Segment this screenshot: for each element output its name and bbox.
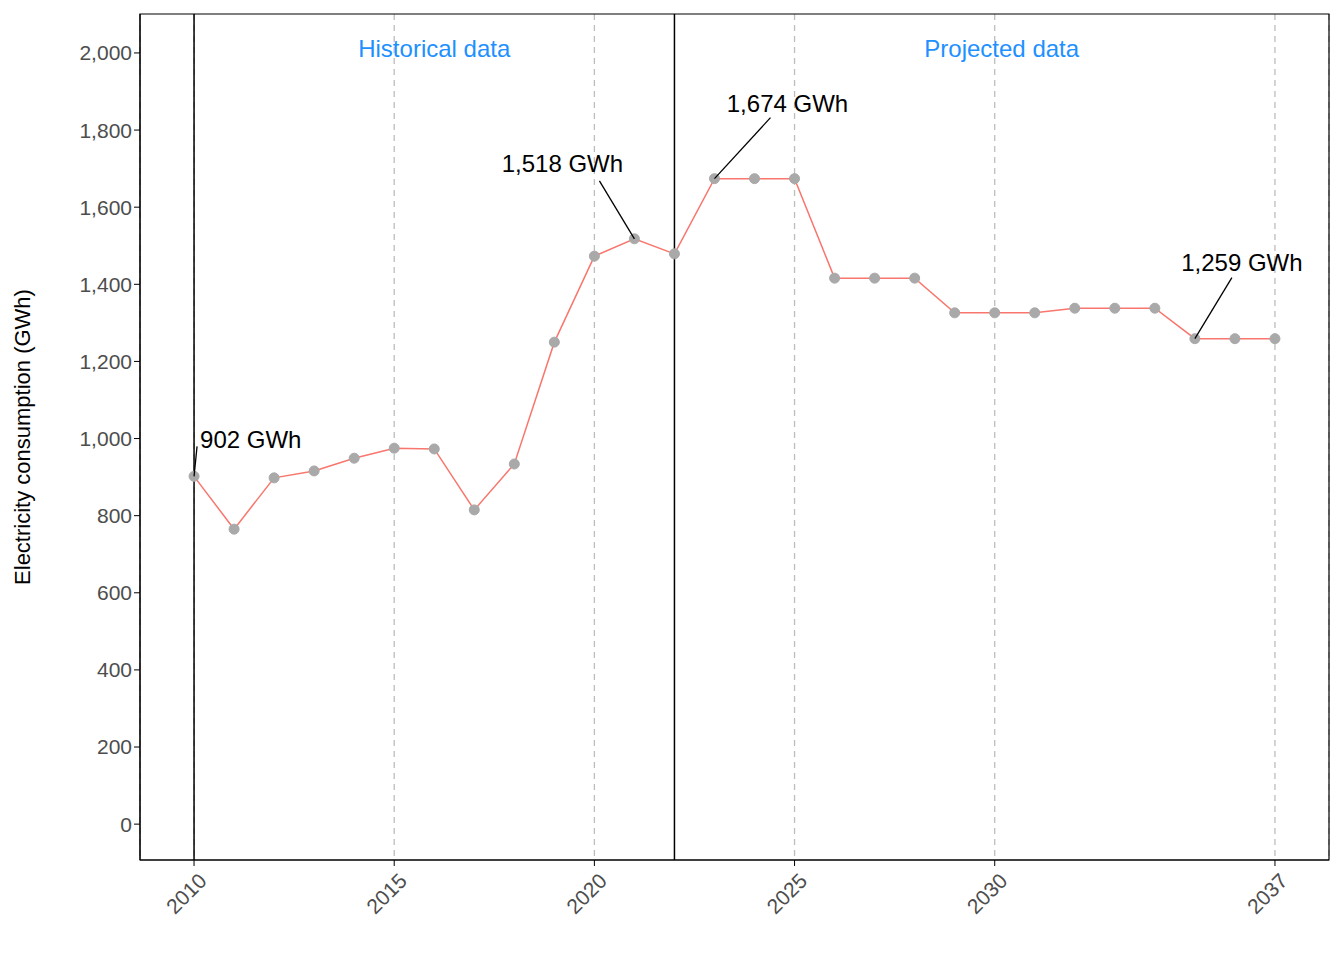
svg-text:1,200: 1,200	[79, 350, 132, 373]
svg-text:0: 0	[120, 813, 132, 836]
svg-text:1,674 GWh: 1,674 GWh	[727, 90, 848, 117]
svg-text:2020: 2020	[562, 869, 611, 918]
svg-text:200: 200	[97, 735, 132, 758]
svg-text:2030: 2030	[962, 869, 1011, 918]
svg-text:1,518 GWh: 1,518 GWh	[502, 150, 623, 177]
svg-text:1,000: 1,000	[79, 427, 132, 450]
svg-text:2,000: 2,000	[79, 41, 132, 64]
svg-text:1,259 GWh: 1,259 GWh	[1181, 249, 1302, 276]
svg-text:1,800: 1,800	[79, 119, 132, 142]
svg-text:2037: 2037	[1242, 869, 1291, 918]
svg-text:Historical data: Historical data	[358, 35, 511, 62]
svg-text:Electricity consumption (GWh): Electricity consumption (GWh)	[10, 289, 35, 585]
svg-text:2015: 2015	[362, 869, 411, 918]
svg-text:1,600: 1,600	[79, 196, 132, 219]
svg-text:400: 400	[97, 658, 132, 681]
svg-text:Projected data: Projected data	[924, 35, 1079, 62]
svg-text:2010: 2010	[162, 869, 211, 918]
svg-text:902 GWh: 902 GWh	[200, 426, 301, 453]
svg-text:1,400: 1,400	[79, 273, 132, 296]
svg-text:2025: 2025	[762, 869, 811, 918]
svg-text:600: 600	[97, 581, 132, 604]
svg-text:800: 800	[97, 504, 132, 527]
